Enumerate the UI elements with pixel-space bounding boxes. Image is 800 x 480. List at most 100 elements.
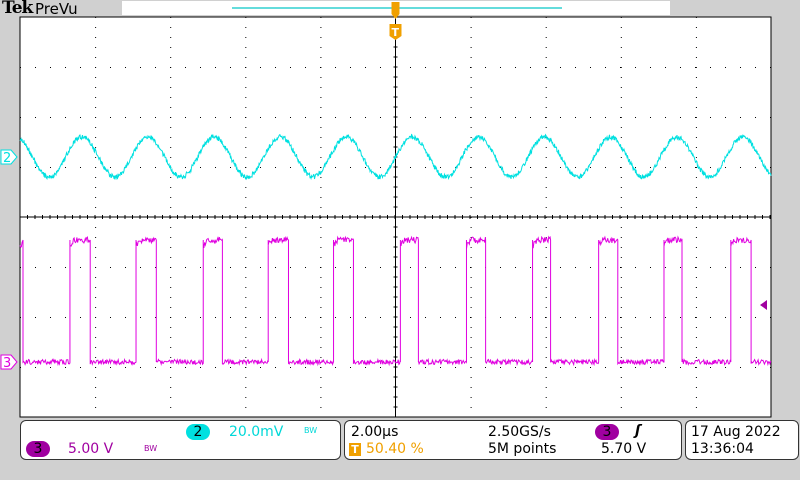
grid-dot <box>95 377 96 378</box>
grid-dot <box>621 307 622 308</box>
grid-dot <box>80 317 81 318</box>
grid-dot <box>605 67 606 68</box>
grid-dot <box>621 247 622 248</box>
grid-dot <box>680 117 681 118</box>
grid-dot <box>546 327 547 328</box>
grid-dot <box>380 117 381 118</box>
grid-dot <box>471 87 472 88</box>
grid-dot <box>245 367 246 368</box>
grid-dot <box>320 67 321 68</box>
grid-dot <box>125 67 126 68</box>
grid-dot <box>245 57 246 58</box>
grid-dot <box>725 167 726 168</box>
grid-dot <box>755 167 756 168</box>
grid-dot <box>590 117 591 118</box>
grid-dot <box>320 127 321 128</box>
grid-dot <box>170 57 171 58</box>
grid-dot <box>546 397 547 398</box>
channel-panel[interactable]: 2 20.0mV BW 3 5.00 V BW <box>20 420 341 460</box>
trigger-source-badge[interactable]: 3 <box>595 424 619 440</box>
grid-dot <box>230 67 231 68</box>
grid-dot <box>305 167 306 168</box>
grid-dot <box>696 397 697 398</box>
grid-dot <box>515 267 516 268</box>
grid-dot <box>170 367 171 368</box>
grid-dot <box>170 267 171 268</box>
grid-dot <box>260 367 261 368</box>
grid-dot <box>95 277 96 278</box>
grid-dot <box>680 317 681 318</box>
grid-dot <box>620 367 621 368</box>
grid-dot <box>545 267 546 268</box>
grid-dot <box>650 367 651 368</box>
grid-dot <box>440 267 441 268</box>
grid-dot <box>621 377 622 378</box>
grid-dot <box>755 67 756 68</box>
grid-dot <box>185 267 186 268</box>
timebase-panel[interactable]: 2.00µs T 50.40 % 2.50GS/s 5M points 3 ʃ … <box>344 420 682 460</box>
grid-dot <box>245 347 246 348</box>
grid-dot <box>245 187 246 188</box>
record-length[interactable]: 5M points <box>488 441 556 457</box>
grid-dot <box>546 177 547 178</box>
grid-dot <box>245 377 246 378</box>
grid-dot <box>200 167 201 168</box>
grid-dot <box>200 367 201 368</box>
grid-dot <box>380 167 381 168</box>
grid-dot <box>696 17 697 18</box>
ch2-scale[interactable]: 20.0mV <box>229 424 283 440</box>
grid-dot <box>546 57 547 58</box>
trigger-position[interactable]: 50.40 % <box>366 441 424 457</box>
grid-dot <box>440 167 441 168</box>
grid-dot <box>621 127 622 128</box>
grid-dot <box>470 267 471 268</box>
grid-dot <box>170 27 171 28</box>
grid-dot <box>696 307 697 308</box>
grid-dot <box>95 247 96 248</box>
grid-dot <box>425 317 426 318</box>
grid-dot <box>320 337 321 338</box>
grid-dot <box>560 117 561 118</box>
grid-dot <box>471 227 472 228</box>
grid-dot <box>575 367 576 368</box>
grid-dot <box>365 167 366 168</box>
grid-dot <box>471 187 472 188</box>
grid-dot <box>590 317 591 318</box>
grid-dot <box>546 107 547 108</box>
grid-dot <box>740 67 741 68</box>
grid-dot <box>335 117 336 118</box>
grid-dot <box>200 117 201 118</box>
grid-dot <box>170 307 171 308</box>
grid-dot <box>155 367 156 368</box>
grid-dot <box>170 77 171 78</box>
grid-dot <box>305 317 306 318</box>
grid-dot <box>260 67 261 68</box>
grid-dot <box>515 367 516 368</box>
grid-dot <box>546 157 547 158</box>
ch2-badge[interactable]: 2 <box>186 424 210 440</box>
grid-dot <box>621 197 622 198</box>
grid-dot <box>170 17 171 18</box>
grid-dot <box>770 67 771 68</box>
grid-dot <box>50 317 51 318</box>
grid-dot <box>170 97 171 98</box>
ch3-scale[interactable]: 5.00 V <box>68 441 113 457</box>
grid-dot <box>35 117 36 118</box>
grid-dot <box>20 367 21 368</box>
trigger-level[interactable]: 5.70 V <box>601 441 646 457</box>
grid-dot <box>245 397 246 398</box>
grid-dot <box>605 167 606 168</box>
grid-dot <box>695 267 696 268</box>
grid-dot <box>260 267 261 268</box>
grid-dot <box>320 147 321 148</box>
grid-dot <box>755 267 756 268</box>
grid-dot <box>560 167 561 168</box>
grid-dot <box>696 207 697 208</box>
grid-dot <box>95 107 96 108</box>
grid-dot <box>515 117 516 118</box>
grid-dot <box>560 317 561 318</box>
ch3-badge[interactable]: 3 <box>26 441 50 457</box>
horizontal-scale[interactable]: 2.00µs <box>351 424 398 440</box>
grid-dot <box>170 277 171 278</box>
grid-dot <box>695 317 696 318</box>
